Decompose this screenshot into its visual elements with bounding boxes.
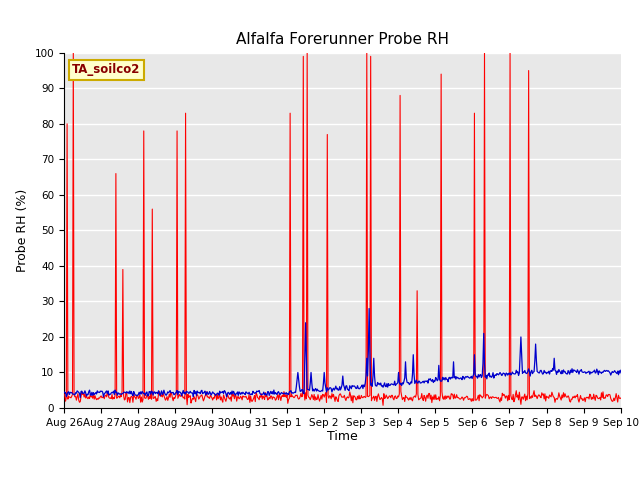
X-axis label: Time: Time [327, 431, 358, 444]
Title: Alfalfa Forerunner Probe RH: Alfalfa Forerunner Probe RH [236, 33, 449, 48]
Text: TA_soilco2: TA_soilco2 [72, 63, 141, 76]
Legend: -16cm, -8cm: -16cm, -8cm [252, 475, 433, 480]
Y-axis label: Probe RH (%): Probe RH (%) [16, 189, 29, 272]
